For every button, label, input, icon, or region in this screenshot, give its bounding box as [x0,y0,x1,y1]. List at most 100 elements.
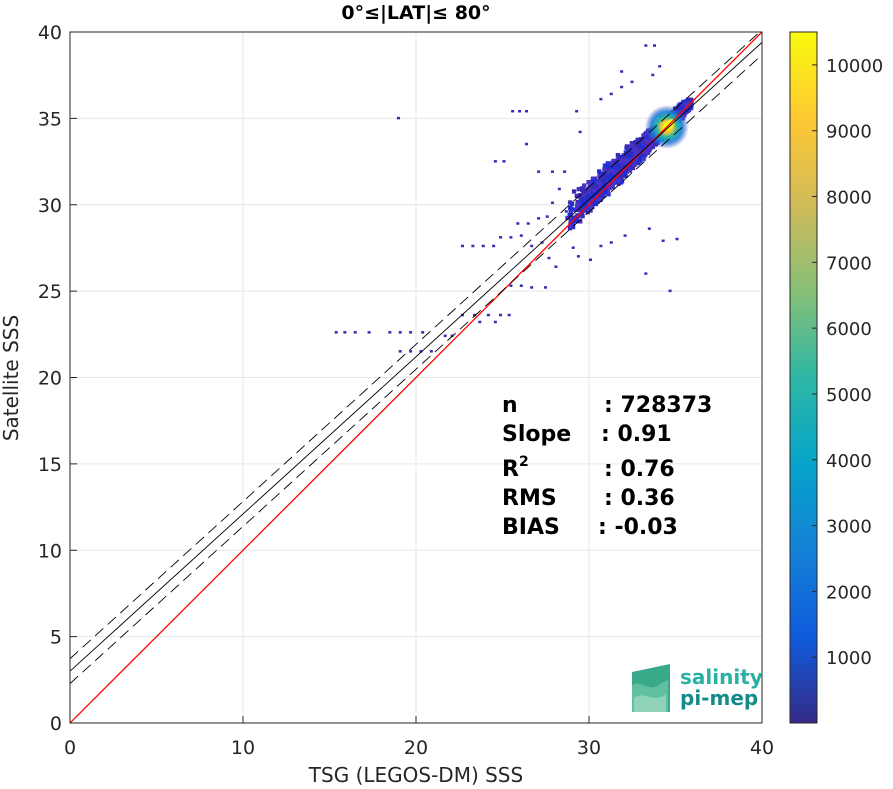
density-cell [578,208,583,213]
density-cell [568,200,573,205]
density-cell [603,189,608,194]
density-cell [601,193,606,198]
density-cell [580,205,585,210]
outlier-point [419,350,423,353]
outlier-point [524,109,528,113]
stat-rms-value: : 0.36 [604,486,675,511]
outlier-point [502,160,506,163]
density-cell [609,172,614,178]
density-cell [622,153,627,159]
density-cell [635,139,641,144]
stat-r2-label: R2 [502,454,529,482]
density-cell [585,209,590,215]
outlier-point [409,350,413,353]
density-cell [605,190,611,195]
density-cell [590,179,595,184]
outlier-point [554,265,558,268]
outlier-point [661,239,665,243]
outlier-point [630,80,634,84]
outlier-point [644,44,648,47]
outlier-point [537,170,541,173]
density-cell [598,184,603,189]
density-cell [595,190,601,195]
density-cell [582,191,587,197]
density-cell [592,188,597,193]
regression-upper-line [70,32,761,660]
density-cell [649,143,655,148]
outlier-point [651,73,655,77]
svg-text:salinity: salinity [680,665,763,689]
density-cell [619,165,624,170]
axis-ticks: 0 10 20 30 40 0 5 10 15 20 25 30 35 40 [38,22,774,759]
density-cell [582,188,588,193]
y-tick-label: 10 [38,540,62,562]
outlier-point [609,241,613,244]
outlier-point [388,331,392,334]
density-cell [580,186,586,192]
density-cell [687,99,693,104]
density-cell [590,176,596,181]
density-cell [642,153,647,159]
outlier-point [493,320,497,324]
outlier-point [571,246,575,249]
y-tick-label: 20 [38,368,62,390]
density-cell [610,162,616,167]
outlier-point [564,210,568,213]
density-cell [632,162,637,168]
density-cell [598,193,603,199]
density-cell [579,198,584,204]
density-cell [579,196,584,201]
colorbar-tick-label: 1000 [826,648,872,669]
density-cell [625,150,631,156]
density-cell [641,156,646,161]
density-cell [618,155,624,160]
outlier-point [460,244,464,248]
density-cloud [565,97,694,231]
outlier-point [398,350,402,353]
density-cell [604,173,609,179]
outlier-point [675,237,679,241]
outlier-point [398,331,402,334]
outlier-point [653,44,657,47]
stat-n-value: : 728373 [604,393,712,418]
outlier-point [478,320,482,324]
outlier-point [576,255,580,258]
scatter-outliers [334,44,679,353]
outlier-point [409,331,413,334]
density-cell [567,226,573,231]
outlier-point [519,234,523,237]
colorbar-ticks: 1000 2000 3000 4000 5000 6000 7000 8000 9000 1000… [812,56,883,669]
density-cell [571,215,576,220]
density-cell [574,193,579,199]
colorbar-tick-label: 5000 [826,385,872,406]
outlier-point [499,236,503,239]
density-cell [683,103,689,109]
density-cell [605,170,611,175]
regression-lower-line [70,54,762,684]
outlier-point [524,142,528,146]
y-tick-label: 5 [50,627,62,649]
density-cell [627,168,633,173]
outlier-point [499,313,503,317]
density-cell [613,170,618,175]
density-cell [618,180,624,185]
density-cell [569,217,575,223]
outlier-point [492,244,496,248]
density-cell [598,197,603,203]
outlier-point [537,217,541,220]
density-cell [616,166,621,171]
outlier-point [493,160,497,163]
density-cell [597,169,602,174]
y-tick-label: 15 [38,454,62,476]
density-cell [641,133,646,138]
outlier-point [509,236,513,239]
density-cell [591,184,596,189]
density-cell [634,142,640,147]
density-cell [600,176,605,182]
density-cell [576,186,581,192]
colorbar-tick-label: 6000 [826,319,872,340]
density-cell [579,200,584,206]
density-cell [584,202,589,207]
density-cell [630,152,636,158]
outlier-point [396,116,400,120]
